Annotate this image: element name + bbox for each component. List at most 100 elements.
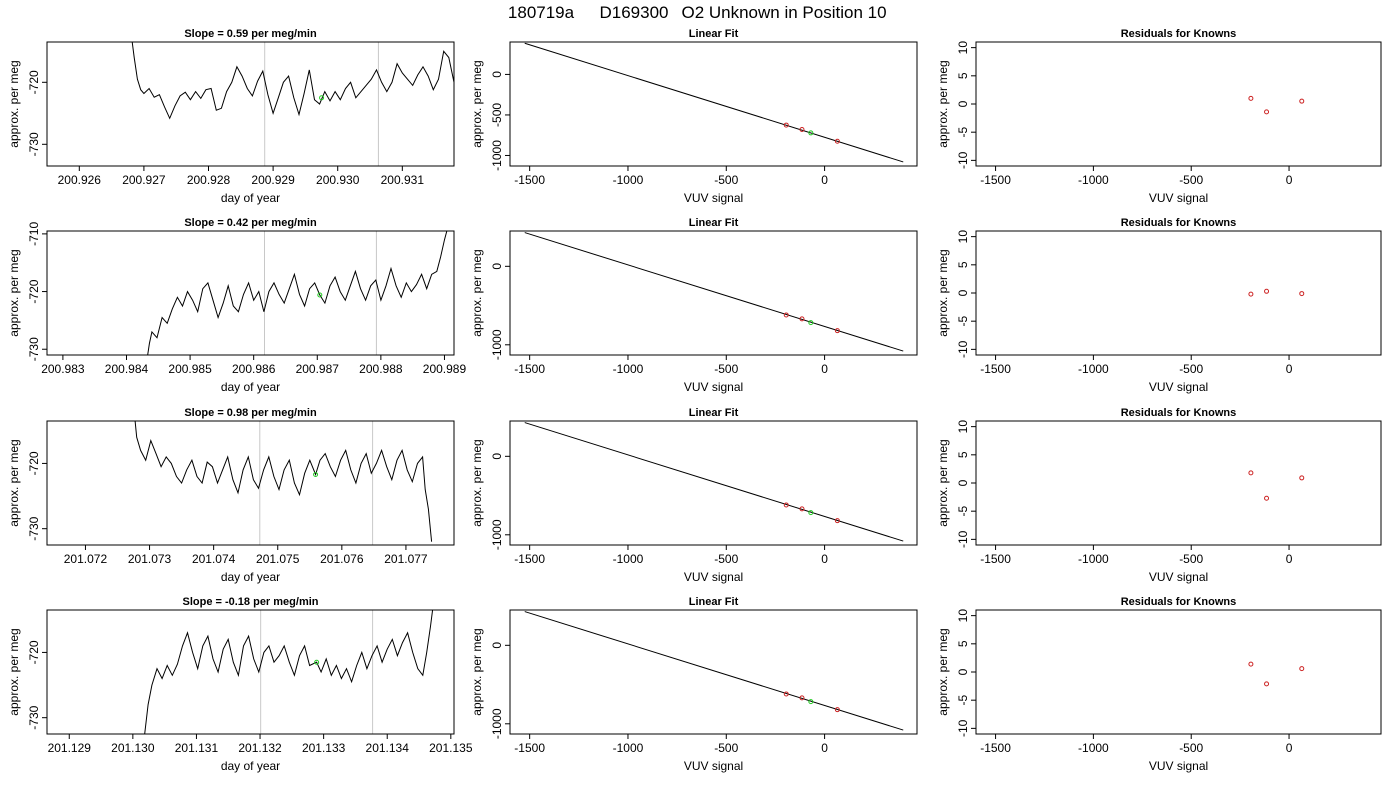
time-series-row1-ytick-label: -730 <box>27 132 41 156</box>
time-series-row2-panel: Slope = 0.42 per meg/min 200.983 200.984 20… <box>7 217 466 394</box>
residuals-row4-xtick-label: -1500 <box>980 741 1011 755</box>
linear-fit-row1-ylabel: approx. per meg <box>470 60 484 147</box>
linear-fit-row2-frame <box>509 230 918 356</box>
linear-fit-row4-known-point <box>783 691 789 697</box>
linear-fit-row2-ytick-label: 0 <box>490 263 504 270</box>
residuals-row3-xtick-label: -1000 <box>1078 552 1109 566</box>
time-series-row3-plot-area <box>134 421 433 545</box>
residuals-row2-ytick-label: 5 <box>956 261 970 268</box>
linear-fit-row3-xtick-label: -500 <box>714 552 738 566</box>
linear-fit-row1-ytick-label: 0 <box>490 71 504 78</box>
linear-fit-row3-ytick-label: 0 <box>490 453 504 460</box>
residuals-row3-xlabel: VUV signal <box>1149 570 1208 584</box>
time-series-row4-ytick-label: -720 <box>27 640 41 664</box>
time-series-row1-series-line <box>131 42 454 120</box>
linear-fit-row3-known-point <box>799 506 805 512</box>
linear-fit-row1-xtick-label: -500 <box>714 173 738 187</box>
linear-fit-row1-ytick-label: -500 <box>490 103 504 127</box>
residuals-row3-panel: Residuals for Knowns -1500 -1000 -500 0 -10 -5… <box>936 407 1382 584</box>
linear-fit-row3-fit-line <box>524 422 904 542</box>
residuals-row2-xtick-label: -500 <box>1179 362 1203 376</box>
linear-fit-row1-xtick-label: -1000 <box>613 173 644 187</box>
residuals-row4-title: Residuals for Knowns <box>1121 596 1237 608</box>
residuals-row3-known-point <box>1248 470 1254 476</box>
residuals-row4-xlabel: VUV signal <box>1149 759 1208 773</box>
residuals-row1-xtick-label: 0 <box>1286 173 1293 187</box>
residuals-row4-frame <box>975 609 1382 735</box>
time-series-row4-ylabel: approx. per meg <box>7 628 21 715</box>
linear-fit-row2-known-point <box>799 316 805 322</box>
time-series-row3-panel: Slope = 0.98 per meg/min 201.072 201.073 20… <box>7 407 455 584</box>
residuals-row1-ylabel: approx. per meg <box>936 60 950 147</box>
linear-fit-row4-known-point <box>834 707 840 713</box>
linear-fit-row1-xlabel: VUV signal <box>684 191 743 205</box>
residuals-row3-ytick-label: 10 <box>956 420 970 434</box>
residuals-row1-ytick-label: 5 <box>956 72 970 79</box>
time-series-row4-xtick-label: 201.130 <box>111 741 155 755</box>
time-series-row3-series-line <box>134 421 433 542</box>
residuals-row4-xtick-label: -500 <box>1179 741 1203 755</box>
time-series-row4-xtick-label: 201.129 <box>48 741 92 755</box>
main-title: 180719a D169300 O2 Unknown in Position 1… <box>508 3 887 22</box>
residuals-row4-ytick-label: -5 <box>956 695 970 706</box>
linear-fit-row3-ytick-label: -1000 <box>490 519 504 550</box>
time-series-row1-xtick-label: 200.928 <box>187 173 231 187</box>
time-series-row4-xtick-label: 201.131 <box>175 741 219 755</box>
linear-fit-row2-xtick-label: -500 <box>714 362 738 376</box>
residuals-row1-xtick-label: -1500 <box>980 173 1011 187</box>
residuals-row2-xtick-label: -1500 <box>980 362 1011 376</box>
linear-fit-row4-plot-area <box>524 611 904 731</box>
linear-fit-row1-known-point <box>834 138 840 144</box>
linear-fit-row4-fit-line <box>524 611 904 731</box>
residuals-row4-ylabel: approx. per meg <box>936 628 950 715</box>
linear-fit-row2-plot-area <box>524 232 904 352</box>
residuals-row1-known-point <box>1264 109 1270 115</box>
residuals-row4-ytick-label: 0 <box>956 668 970 675</box>
residuals-row3-xtick-label: 0 <box>1286 552 1293 566</box>
linear-fit-row2-known-point <box>783 312 789 318</box>
residuals-row2-ytick-label: 10 <box>956 230 970 244</box>
linear-fit-row3-frame <box>509 420 918 546</box>
linear-fit-row2-unknown-point <box>808 320 814 326</box>
time-series-row4-ytick-label: -730 <box>27 705 41 729</box>
residuals-row4-plot-area <box>1248 661 1305 687</box>
time-series-row3-xtick-label: 201.074 <box>192 552 236 566</box>
time-series-row4-panel: Slope = -0.18 per meg/min 201.129 201.130 2… <box>7 596 473 773</box>
time-series-row2-xtick-label: 200.984 <box>105 362 149 376</box>
residuals-row2-known-point <box>1264 288 1270 294</box>
linear-fit-row4-panel: Linear Fit -1500 -1000 -500 0 -1000 0 VUV signa… <box>470 596 918 773</box>
time-series-row4-xtick-label: 201.133 <box>302 741 346 755</box>
linear-fit-row1-ytick-label: -1000 <box>490 140 504 171</box>
residuals-row4-known-point <box>1264 681 1270 687</box>
linear-fit-row4-known-point <box>799 695 805 701</box>
main-title-description: O2 Unknown in Position 10 <box>681 3 886 22</box>
time-series-row3-ylabel: approx. per meg <box>7 439 21 526</box>
time-series-row1-title: Slope = 0.59 per meg/min <box>184 28 317 40</box>
residuals-row1-xlabel: VUV signal <box>1149 191 1208 205</box>
residuals-row3-ylabel: approx. per meg <box>936 439 950 526</box>
residuals-row2-xlabel: VUV signal <box>1149 380 1208 394</box>
linear-fit-row4-xlabel: VUV signal <box>684 759 743 773</box>
time-series-row1-unknown-marker <box>319 95 325 101</box>
residuals-row1-known-point <box>1248 95 1254 101</box>
linear-fit-row3-xtick-label: -1500 <box>514 552 545 566</box>
residuals-row4-known-point <box>1299 666 1305 672</box>
residuals-row3-ytick-label: -10 <box>956 530 970 548</box>
linear-fit-row2-ylabel: approx. per meg <box>470 249 484 336</box>
residuals-row4-xtick-label: 0 <box>1286 741 1293 755</box>
time-series-row4-xlabel: day of year <box>221 759 280 773</box>
time-series-row2-frame <box>46 230 455 356</box>
time-series-row3-xtick-label: 201.073 <box>128 552 172 566</box>
residuals-row2-ytick-label: 0 <box>956 289 970 296</box>
linear-fit-row2-xtick-label: 0 <box>821 362 828 376</box>
linear-fit-row1-xtick-label: -1500 <box>514 173 545 187</box>
linear-fit-row2-xtick-label: -1000 <box>613 362 644 376</box>
time-series-row2-title: Slope = 0.42 per meg/min <box>184 217 317 229</box>
linear-fit-row4-frame <box>509 609 918 735</box>
residuals-row1-panel: Residuals for Knowns -1500 -1000 -500 0 -10 -5… <box>936 28 1382 205</box>
residuals-row1-title: Residuals for Knowns <box>1121 28 1237 40</box>
time-series-row1-plot-area <box>131 42 454 166</box>
linear-fit-row4-title: Linear Fit <box>689 596 739 608</box>
linear-fit-row4-ytick-label: -1000 <box>490 708 504 739</box>
residuals-row1-ytick-label: 0 <box>956 100 970 107</box>
